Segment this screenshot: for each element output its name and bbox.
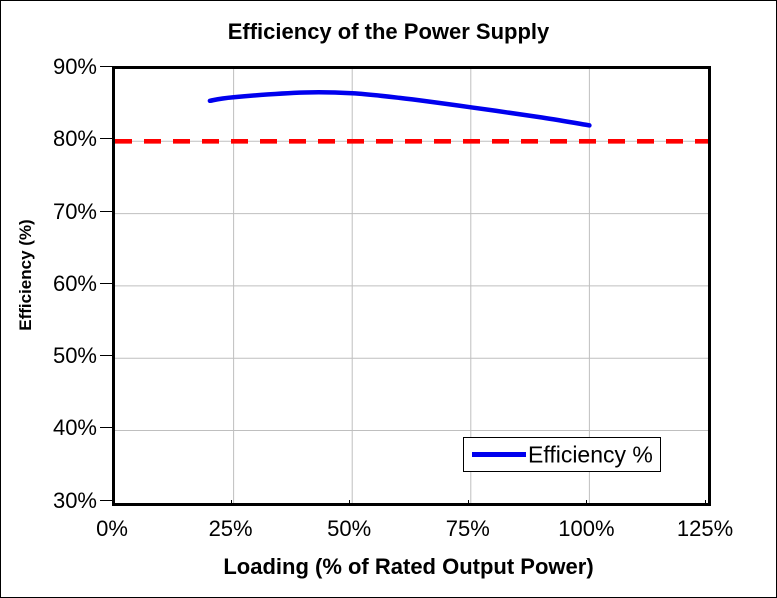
svg-text:Efficiency %: Efficiency %	[528, 442, 653, 468]
